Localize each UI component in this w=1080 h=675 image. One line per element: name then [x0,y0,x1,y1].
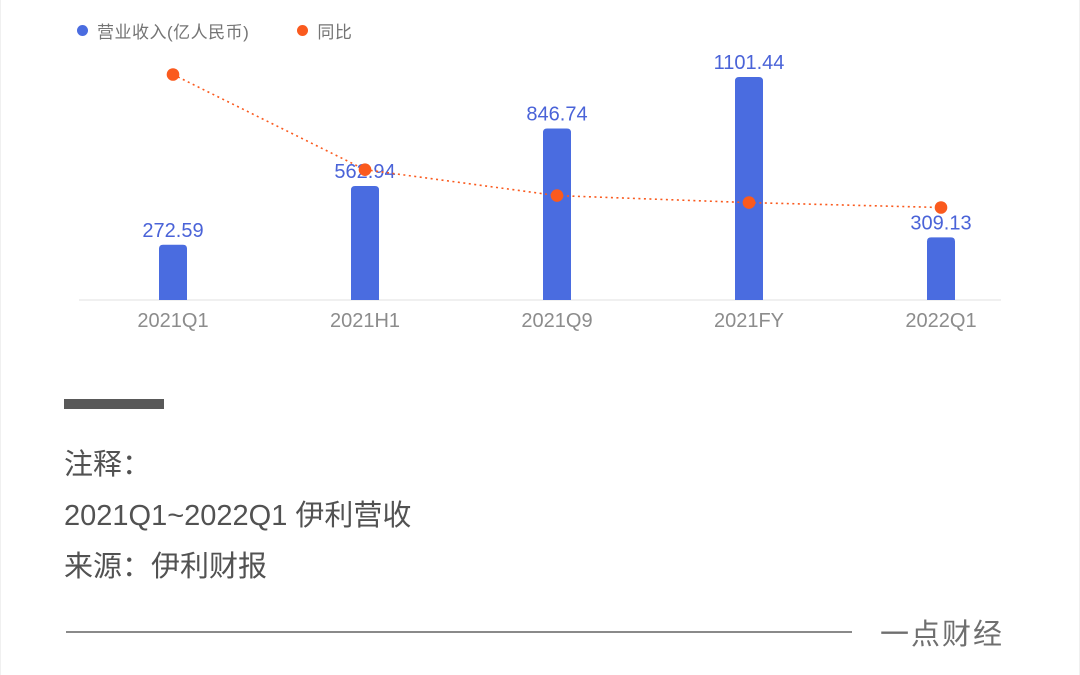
bar-2022Q1 [927,237,955,300]
bar-value-label-2021FY: 1101.44 [714,52,785,74]
bar-2021H1 [351,186,379,300]
bar-2021FY [735,76,763,300]
footer-divider [66,631,852,633]
notes-block: 注释： 2021Q1~2022Q1 伊利营收 来源：伊利财报 [64,440,411,593]
x-axis-label-2021Q1: 2021Q1 [137,310,208,332]
notes-heading: 注释： [64,449,152,481]
brand-watermark: 一点财经 [879,619,1004,651]
bar-value-label-2021Q9: 846.74 [526,104,587,126]
footer: 一点财经 [66,614,1004,651]
revenue-chart-svg: 272.592021Q1562.942021H1846.742021Q91101… [79,52,1001,332]
legend-label-yoy: 同比 [317,23,353,42]
yoy-point-2022Q1 [934,201,948,214]
bar-2021Q9 [543,128,571,300]
revenue-chart: 272.592021Q1562.942021H1846.742021Q91101… [1,0,1079,350]
notes-line-range: 2021Q1~2022Q1 伊利营收 [64,500,412,532]
x-axis-label-2021Q9: 2021Q9 [521,310,592,332]
chart-legend: 营业收入(亿人民币) 同比 [77,18,352,43]
x-axis-label-2022Q1: 2022Q1 [905,310,976,332]
yoy-point-2021FY [742,196,756,209]
bar-2021Q1 [159,244,187,300]
bar-value-label-2021Q1: 272.59 [142,220,203,242]
notes-line-source: 来源：伊利财报 [64,551,268,583]
legend-item-revenue: 营业收入(亿人民币) [77,18,249,43]
legend-item-yoy: 同比 [297,18,352,43]
x-axis-label-2021FY: 2021FY [714,310,784,332]
legend-dot-revenue-icon [77,25,88,36]
yoy-point-2021Q1 [166,68,180,81]
yoy-point-2021H1 [358,163,372,176]
x-axis-label-2021H1: 2021H1 [330,310,400,332]
section-accent-bar [64,399,164,409]
legend-dot-yoy-icon [297,25,309,36]
bar-value-label-2022Q1: 309.13 [910,212,971,234]
legend-label-revenue: 营业收入(亿人民币) [97,23,250,42]
yoy-point-2021Q9 [550,189,564,202]
